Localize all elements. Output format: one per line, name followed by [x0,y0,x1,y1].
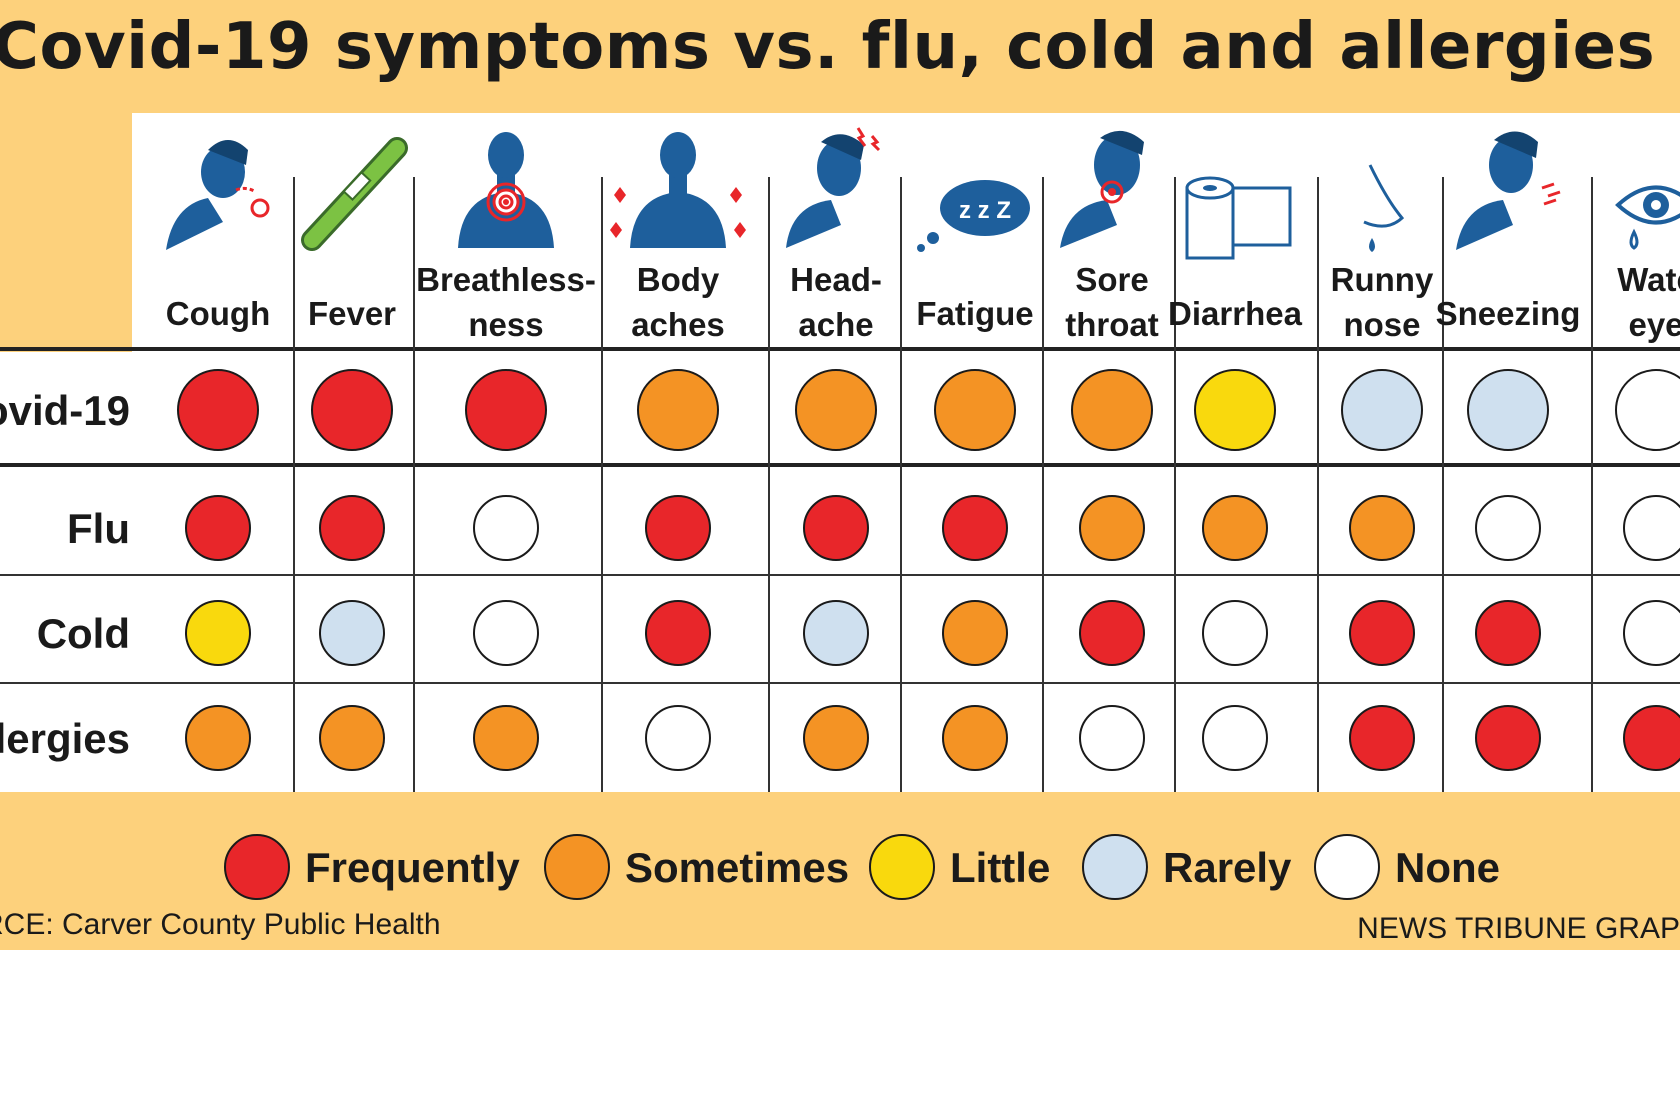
runny-nose-icon [1363,164,1405,252]
dot-ovid-19-breathless-ness-frequently [465,369,547,451]
dot-ovid-19-fever-frequently [311,369,393,451]
legend-label-frequently: Frequently [305,844,520,891]
legend-label-rarely: Rarely [1163,844,1292,891]
thermometer-icon [301,137,408,251]
dot-cold-sore-throat-frequently [1079,600,1145,666]
dot-llergies-head-ache-sometimes [803,705,869,771]
dot-llergies-fatigue-sometimes [942,705,1008,771]
legend-label-sometimes: Sometimes [625,844,849,891]
column-label-diarrhea: Diarrhea [1168,295,1303,332]
dot-flu-wate-eye-none [1623,495,1680,561]
dot-llergies-breathless-ness-sometimes [473,705,539,771]
dot-llergies-diarrhea-none [1202,705,1268,771]
breathlessness-icon [458,132,554,248]
column-label-breathless-ness: Breathless-ness [416,261,596,343]
row-rule [0,682,1680,684]
dot-ovid-19-cough-frequently [177,369,259,451]
dot-llergies-body-aches-none [645,705,711,771]
source-note: RCE: Carver County Public Health [0,908,441,941]
svg-text:z z Z: z z Z [959,197,1011,224]
legend-swatch-none [1314,834,1380,900]
column-label-sneezing: Sneezing [1436,295,1581,332]
dot-llergies-sore-throat-none [1079,705,1145,771]
dot-cold-body-aches-frequently [645,600,711,666]
dot-ovid-19-runny-nose-rarely [1341,369,1423,451]
legend-item-sometimes: Sometimes [544,834,849,900]
dot-cold-runny-nose-frequently [1349,600,1415,666]
row-label-flu: Flu [67,505,130,552]
fatigue-zzz-icon: z z Z [917,180,1030,252]
dot-cold-fever-rarely [319,600,385,666]
dot-ovid-19-wate-eye-none [1615,369,1680,451]
column-label-wate-eye: Wateeye [1617,261,1680,343]
dot-ovid-19-fatigue-sometimes [934,369,1016,451]
dot-llergies-cough-sometimes [185,705,251,771]
cough-icon [166,140,270,250]
dot-flu-head-ache-frequently [803,495,869,561]
dot-ovid-19-sneezing-rarely [1467,369,1549,451]
dot-cold-cough-little [185,600,251,666]
header-rule [0,347,1680,351]
row-rule [0,463,1680,467]
dot-flu-breathless-ness-none [473,495,539,561]
column-label-head-ache: Head-ache [790,261,882,343]
dot-flu-runny-nose-sometimes [1349,495,1415,561]
sore-throat-icon [1060,130,1144,248]
dot-cold-fatigue-sometimes [942,600,1008,666]
dot-llergies-sneezing-frequently [1475,705,1541,771]
column-label-runny-nose: Runny nose [1331,261,1434,343]
column-label-fatigue: Fatigue [916,295,1033,332]
row-label-cold: Cold [37,610,130,657]
dot-ovid-19-body-aches-sometimes [637,369,719,451]
legend-swatch-frequently [224,834,290,900]
legend-item-frequently: Frequently [224,834,520,900]
watery-eye-icon [1615,185,1680,250]
dot-flu-body-aches-frequently [645,495,711,561]
dot-cold-wate-eye-none [1623,600,1680,666]
legend-item-rarely: Rarely [1082,834,1292,900]
column-label-body-aches: Body aches [631,261,725,343]
column-label-fever: Fever [308,295,396,332]
dot-cold-diarrhea-none [1202,600,1268,666]
dot-llergies-fever-sometimes [319,705,385,771]
legend-swatch-rarely [1082,834,1148,900]
dot-flu-fatigue-frequently [942,495,1008,561]
row-rule [0,574,1680,576]
chart-title: Covid-19 symptoms vs. flu, cold and alle… [0,10,1656,84]
row-label-llergies: llergies [0,715,130,762]
column-label-cough: Cough [166,295,270,332]
sneezing-icon [1456,131,1561,250]
legend-item-none: None [1314,834,1500,900]
dot-llergies-runny-nose-frequently [1349,705,1415,771]
dot-cold-sneezing-frequently [1475,600,1541,666]
dot-flu-cough-frequently [185,495,251,561]
dot-flu-diarrhea-sometimes [1202,495,1268,561]
dot-cold-breathless-ness-none [473,600,539,666]
dot-ovid-19-diarrhea-little [1194,369,1276,451]
dot-flu-fever-frequently [319,495,385,561]
legend-swatch-sometimes [544,834,610,900]
row-label-ovid-19: ovid-19 [0,387,130,434]
headache-icon [786,127,881,248]
dot-llergies-wate-eye-frequently [1623,705,1680,771]
legend-label-none: None [1395,844,1500,891]
graphic-credit: NEWS TRIBUNE GRAP [1357,912,1680,945]
legend-label-little: Little [950,844,1050,891]
dot-ovid-19-sore-throat-sometimes [1071,369,1153,451]
legend-item-little: Little [869,834,1050,900]
dot-cold-head-ache-rarely [803,600,869,666]
column-label-sore-throat: Sore throat [1065,261,1159,343]
toilet-paper-icon [1185,176,1292,260]
legend-swatch-little [869,834,935,900]
dot-flu-sore-throat-sometimes [1079,495,1145,561]
dot-ovid-19-head-ache-sometimes [795,369,877,451]
dot-flu-sneezing-none [1475,495,1541,561]
body-aches-icon [610,132,746,248]
